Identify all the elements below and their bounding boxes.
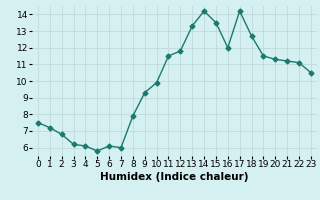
- X-axis label: Humidex (Indice chaleur): Humidex (Indice chaleur): [100, 172, 249, 182]
